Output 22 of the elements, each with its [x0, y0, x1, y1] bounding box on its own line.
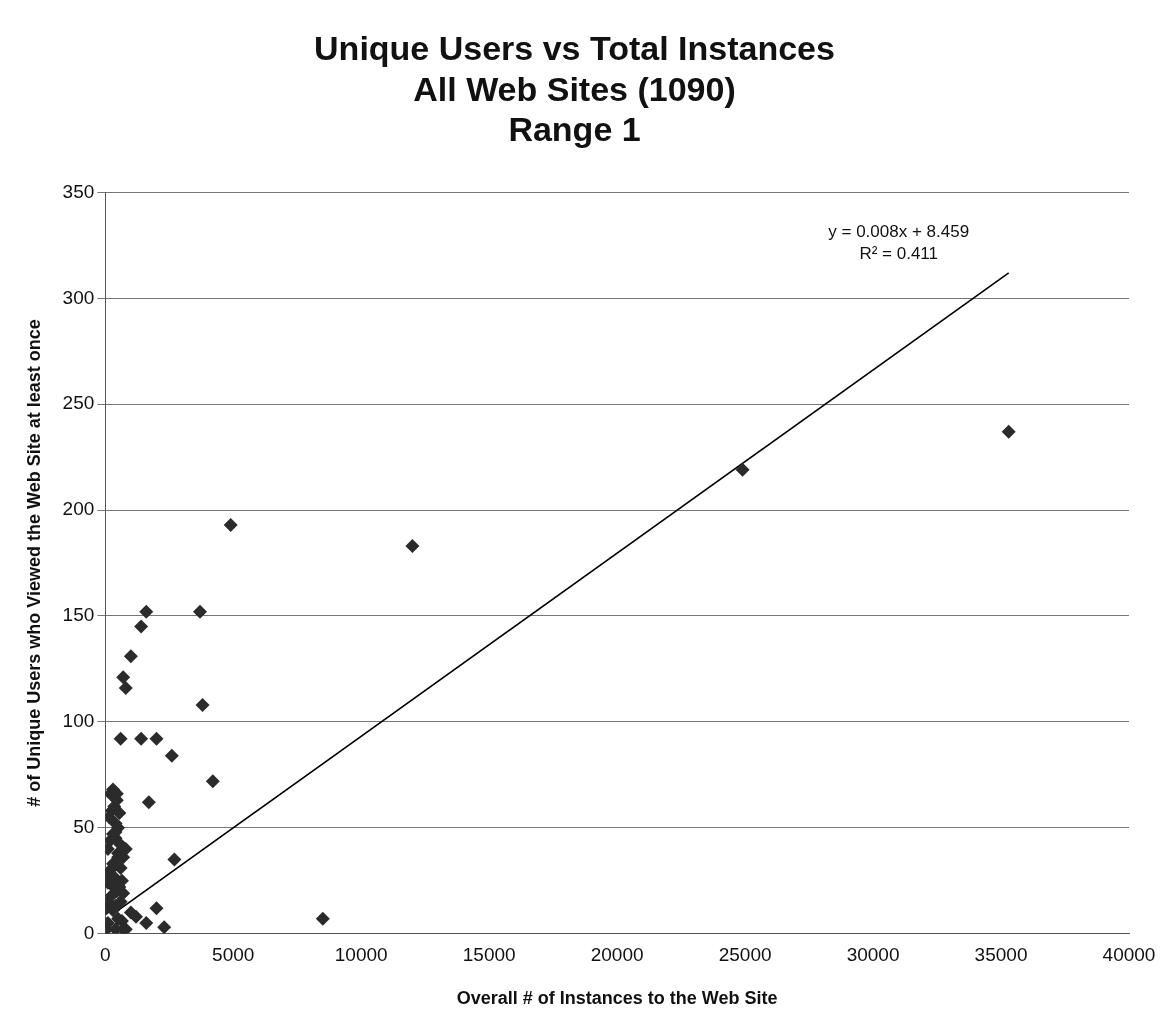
- x-tick-label: 30000: [846, 944, 900, 966]
- y-tick-label: 150: [62, 604, 95, 626]
- x-axis-title: Overall # of Instances to the Web Site: [456, 988, 778, 1009]
- x-tick-label: 40000: [1102, 944, 1156, 966]
- y-tick-label: 300: [62, 286, 95, 308]
- x-tick-label: 0: [100, 944, 111, 966]
- y-axis-title: # of Unique Users who Viewed the Web Site at least once: [23, 319, 44, 807]
- x-tick-label: 5000: [212, 944, 255, 966]
- y-tick-label: 50: [73, 815, 95, 837]
- y-tick-label: 350: [62, 180, 95, 202]
- x-tick-label: 20000: [590, 944, 644, 966]
- x-tick-label: 15000: [462, 944, 516, 966]
- annotation: y = 0.008x + 8.459: [828, 222, 970, 242]
- chart-title: Unique Users vs Total Instances All Web Sites (1090) Range 1: [314, 28, 835, 149]
- x-tick-label: 10000: [334, 944, 388, 966]
- y-tick-label: 250: [62, 392, 95, 414]
- annotation: R² = 0.411: [859, 244, 939, 264]
- x-tick-label: 35000: [974, 944, 1028, 966]
- y-tick-label: 100: [62, 710, 95, 732]
- y-tick-label: 200: [62, 498, 95, 520]
- x-tick-label: 25000: [718, 944, 772, 966]
- y-tick-label: 0: [83, 921, 95, 943]
